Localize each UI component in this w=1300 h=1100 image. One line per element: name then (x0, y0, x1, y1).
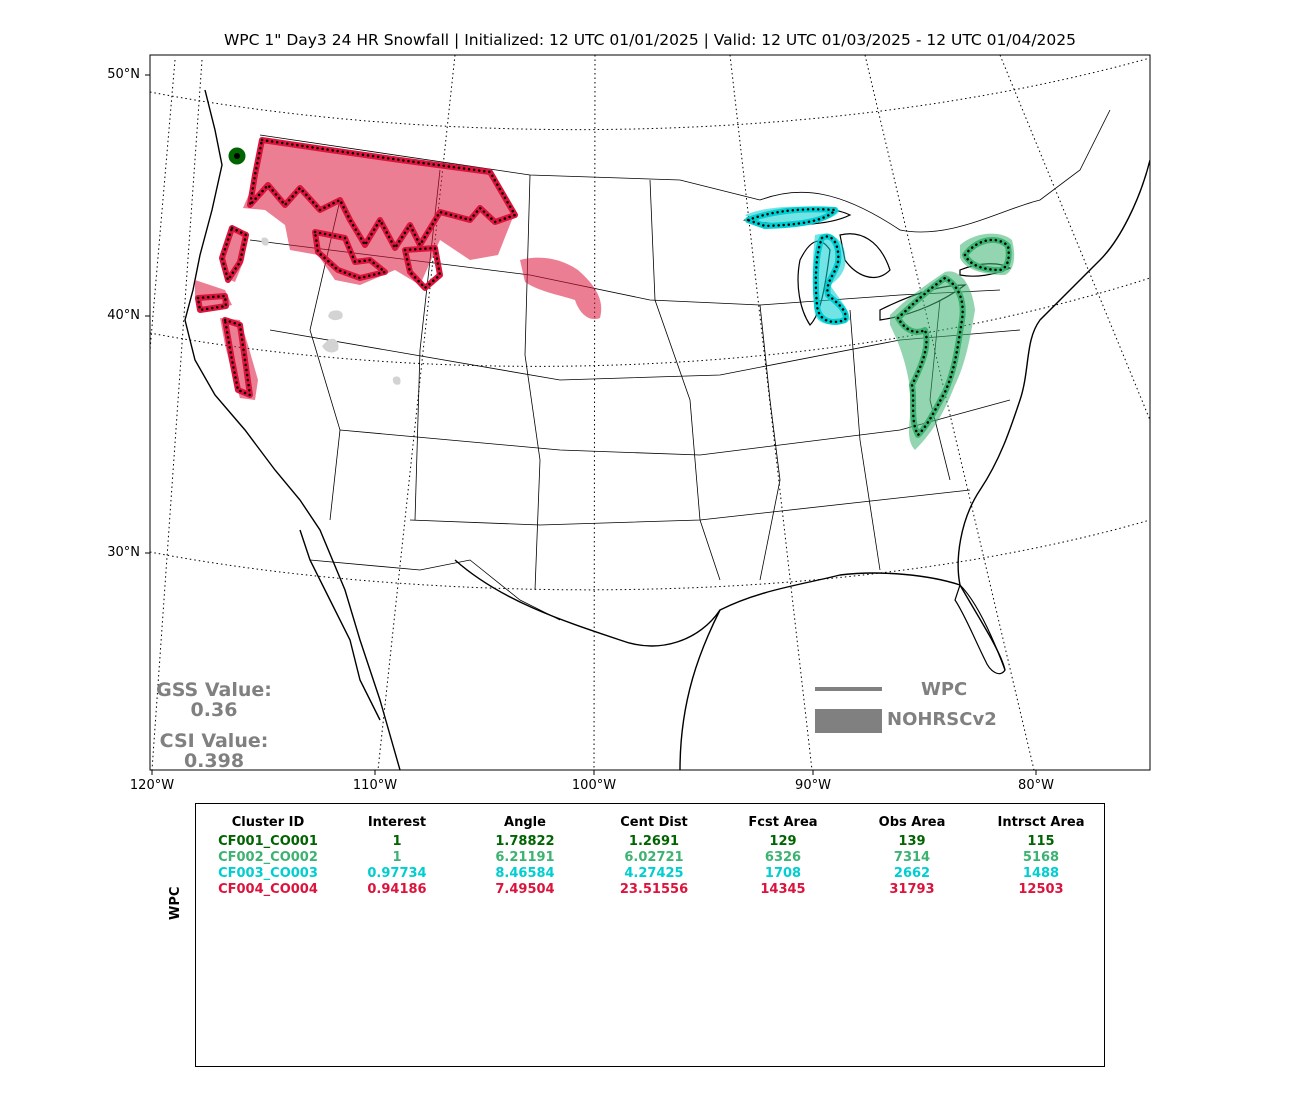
table-cell: 1.2691 (628, 834, 680, 849)
table-cell: 23.51556 (619, 882, 689, 897)
lake-huron (839, 233, 891, 278)
table-cell: 5168 (1022, 850, 1060, 865)
table-cell: 139 (898, 834, 926, 849)
table-cell: 115 (1027, 834, 1055, 849)
table-cell: 0.97734 (367, 866, 427, 881)
table-cell: 8.46584 (495, 866, 555, 881)
lat-label-40n: 40°N (107, 308, 140, 323)
us-canada-border-east (759, 109, 1111, 233)
table-cell: 14345 (760, 882, 806, 897)
table-cell: 12503 (1018, 882, 1064, 897)
lon-label-90w: 90°W (795, 778, 831, 793)
table-cell: 6.02721 (624, 850, 684, 865)
graticule (150, 55, 1150, 770)
forecast-outline-cf001 (228, 147, 246, 165)
lat-label-30n: 30°N (107, 545, 140, 560)
table-cell: 1 (392, 834, 402, 849)
csi-label: CSI Value: (159, 730, 269, 752)
east-coast (957, 159, 1150, 586)
lat-line-50n (150, 57, 1150, 131)
state-line-9 (759, 304, 781, 581)
lon-label-120w: 120°W (129, 778, 175, 793)
table-header: Intrsct Area (997, 815, 1085, 830)
table-cell: 1.78822 (495, 834, 555, 849)
table-header: Angle (504, 815, 546, 830)
lon-line-80w (864, 55, 1035, 770)
csi-value: 0.398 (183, 750, 245, 772)
table-side-label: WPC (168, 886, 183, 920)
baja-gulf (299, 529, 381, 721)
forecast-outlines (195, 137, 1012, 438)
gss-label: GSS Value: (156, 679, 272, 701)
table-cell: 7.49504 (495, 882, 555, 897)
observed-area-cf002-appalachian (890, 271, 975, 450)
lon-label-100w: 100°W (571, 778, 617, 793)
us-mexico-border (309, 559, 561, 621)
table-cell: 6.21191 (495, 850, 555, 865)
map-frame (149, 54, 1151, 771)
table-cell: CF003_CO003 (218, 866, 318, 881)
forecast-outline-cf003 (745, 206, 849, 325)
legend-fill-label: NOHRSCv2 (887, 709, 997, 730)
legend-fill-swatch (815, 709, 882, 733)
table-cell: 1488 (1022, 866, 1060, 881)
table-cell: 7314 (893, 850, 931, 865)
lon-line-70w (999, 55, 1150, 421)
gss-value: 0.36 (190, 699, 238, 721)
table-cell: CF001_CO001 (218, 834, 318, 849)
us-canada-border (259, 134, 761, 201)
florida-outline (954, 583, 1006, 675)
table-cell: 0.94186 (367, 882, 427, 897)
table-cell: 31793 (889, 882, 935, 897)
forecast-outline-cf002 (895, 236, 1012, 438)
observed-area-unmatched-1 (322, 338, 339, 353)
table-header: Obs Area (878, 815, 946, 830)
table-header: Cent Dist (620, 815, 688, 830)
table-cell: 4.27425 (624, 866, 684, 881)
table-header: Fcst Area (748, 815, 818, 830)
cluster-table (195, 803, 1105, 1067)
political-borders (249, 109, 1111, 621)
table-header: Cluster ID (231, 815, 305, 830)
legend-line-label: WPC (921, 679, 968, 700)
observed-area-unmatched-2 (328, 310, 343, 321)
table-cell: 2662 (893, 866, 931, 881)
table-cell: 1 (392, 850, 402, 865)
west-coast (184, 89, 401, 770)
axis-ticks (145, 74, 1037, 775)
lon-line-110w (377, 55, 456, 770)
lon-line-90w (729, 55, 813, 770)
figure-title: WPC 1" Day3 24 HR Snowfall | Initialized… (223, 31, 1076, 49)
table-header: Interest (367, 815, 427, 830)
lat-label-50n: 50°N (107, 67, 140, 82)
table-cell: 1708 (764, 866, 802, 881)
lat-line-40n (150, 277, 1150, 367)
forecast-outline-cf004 (195, 137, 518, 398)
lon-line-120w (150, 59, 203, 770)
lon-label-110w: 110°W (352, 778, 398, 793)
table-cell: CF002_CO002 (218, 850, 318, 865)
table-cell: CF004_CO004 (218, 882, 318, 897)
observed-area-cf004 (243, 140, 515, 285)
observed-area-cf004-plains (520, 257, 602, 320)
table-cell: 6326 (764, 850, 802, 865)
snowfall-map (145, 54, 1151, 775)
observed-area-unmatched-4 (261, 237, 269, 246)
table-cell: 129 (769, 834, 797, 849)
mexico-east-coast (679, 609, 721, 770)
lon-label-80w: 80°W (1018, 778, 1054, 793)
state-line-10 (849, 309, 881, 571)
observed-area-unmatched-3 (392, 376, 401, 385)
state-line-8 (649, 179, 721, 581)
